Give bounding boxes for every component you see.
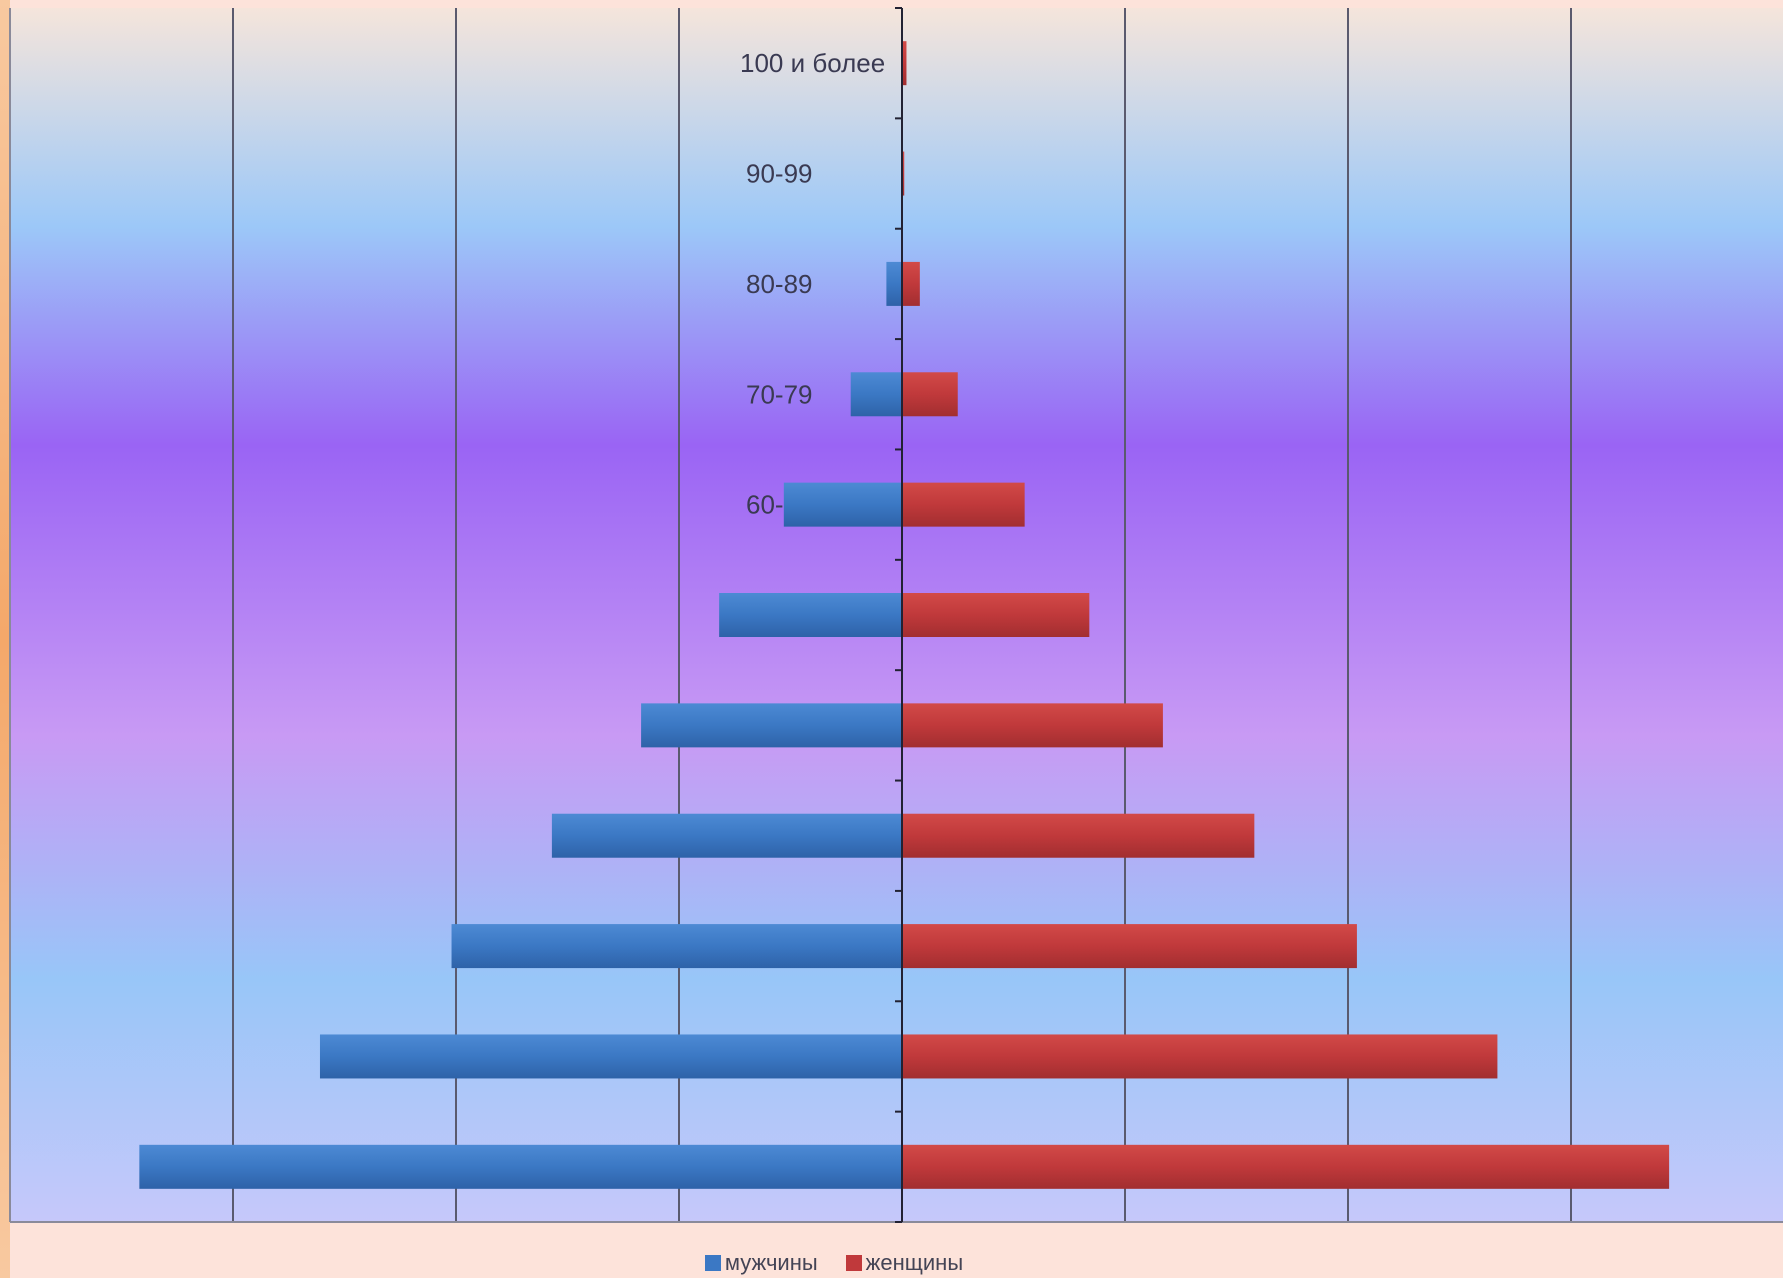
category-label: 70-79 — [746, 379, 813, 409]
bar-men — [719, 593, 902, 637]
bar-men — [319, 1034, 903, 1079]
legend-swatch-women — [845, 1255, 862, 1271]
bar-men — [139, 1144, 903, 1189]
legend-item-women: женщины — [845, 1250, 964, 1276]
left-edge-strip — [0, 0, 10, 1278]
legend-swatch-men — [704, 1255, 721, 1271]
category-label: 100 и более — [740, 48, 885, 78]
bar-women — [902, 1144, 1670, 1189]
bar-men — [641, 703, 902, 748]
bar-men — [551, 813, 902, 858]
bar-men — [783, 482, 902, 527]
legend-item-men: мужчины — [704, 1250, 818, 1276]
bar-men — [451, 924, 902, 969]
category-label: 80-89 — [746, 269, 813, 299]
bar-women — [902, 593, 1090, 637]
legend-label-men: мужчины — [724, 1250, 818, 1275]
bar-women — [902, 41, 907, 86]
legend-label-women: женщины — [865, 1250, 964, 1275]
bar-women — [902, 372, 958, 417]
population-pyramid-chart: 60- 70-79 80-89 90-99 100 и более — [9, 7, 1783, 1223]
bar-men — [850, 372, 902, 417]
bar-women — [902, 482, 1025, 527]
bar-women — [902, 151, 905, 196]
category-label: 60- — [746, 490, 784, 520]
legend: мужчины женщины — [0, 1250, 1668, 1276]
category-label: 90-99 — [746, 159, 813, 189]
bar-men — [886, 261, 902, 306]
bar-women — [902, 924, 1357, 969]
bar-women — [902, 261, 920, 306]
bar-women — [902, 703, 1163, 748]
bar-women — [902, 813, 1255, 858]
bar-women — [902, 1034, 1498, 1079]
